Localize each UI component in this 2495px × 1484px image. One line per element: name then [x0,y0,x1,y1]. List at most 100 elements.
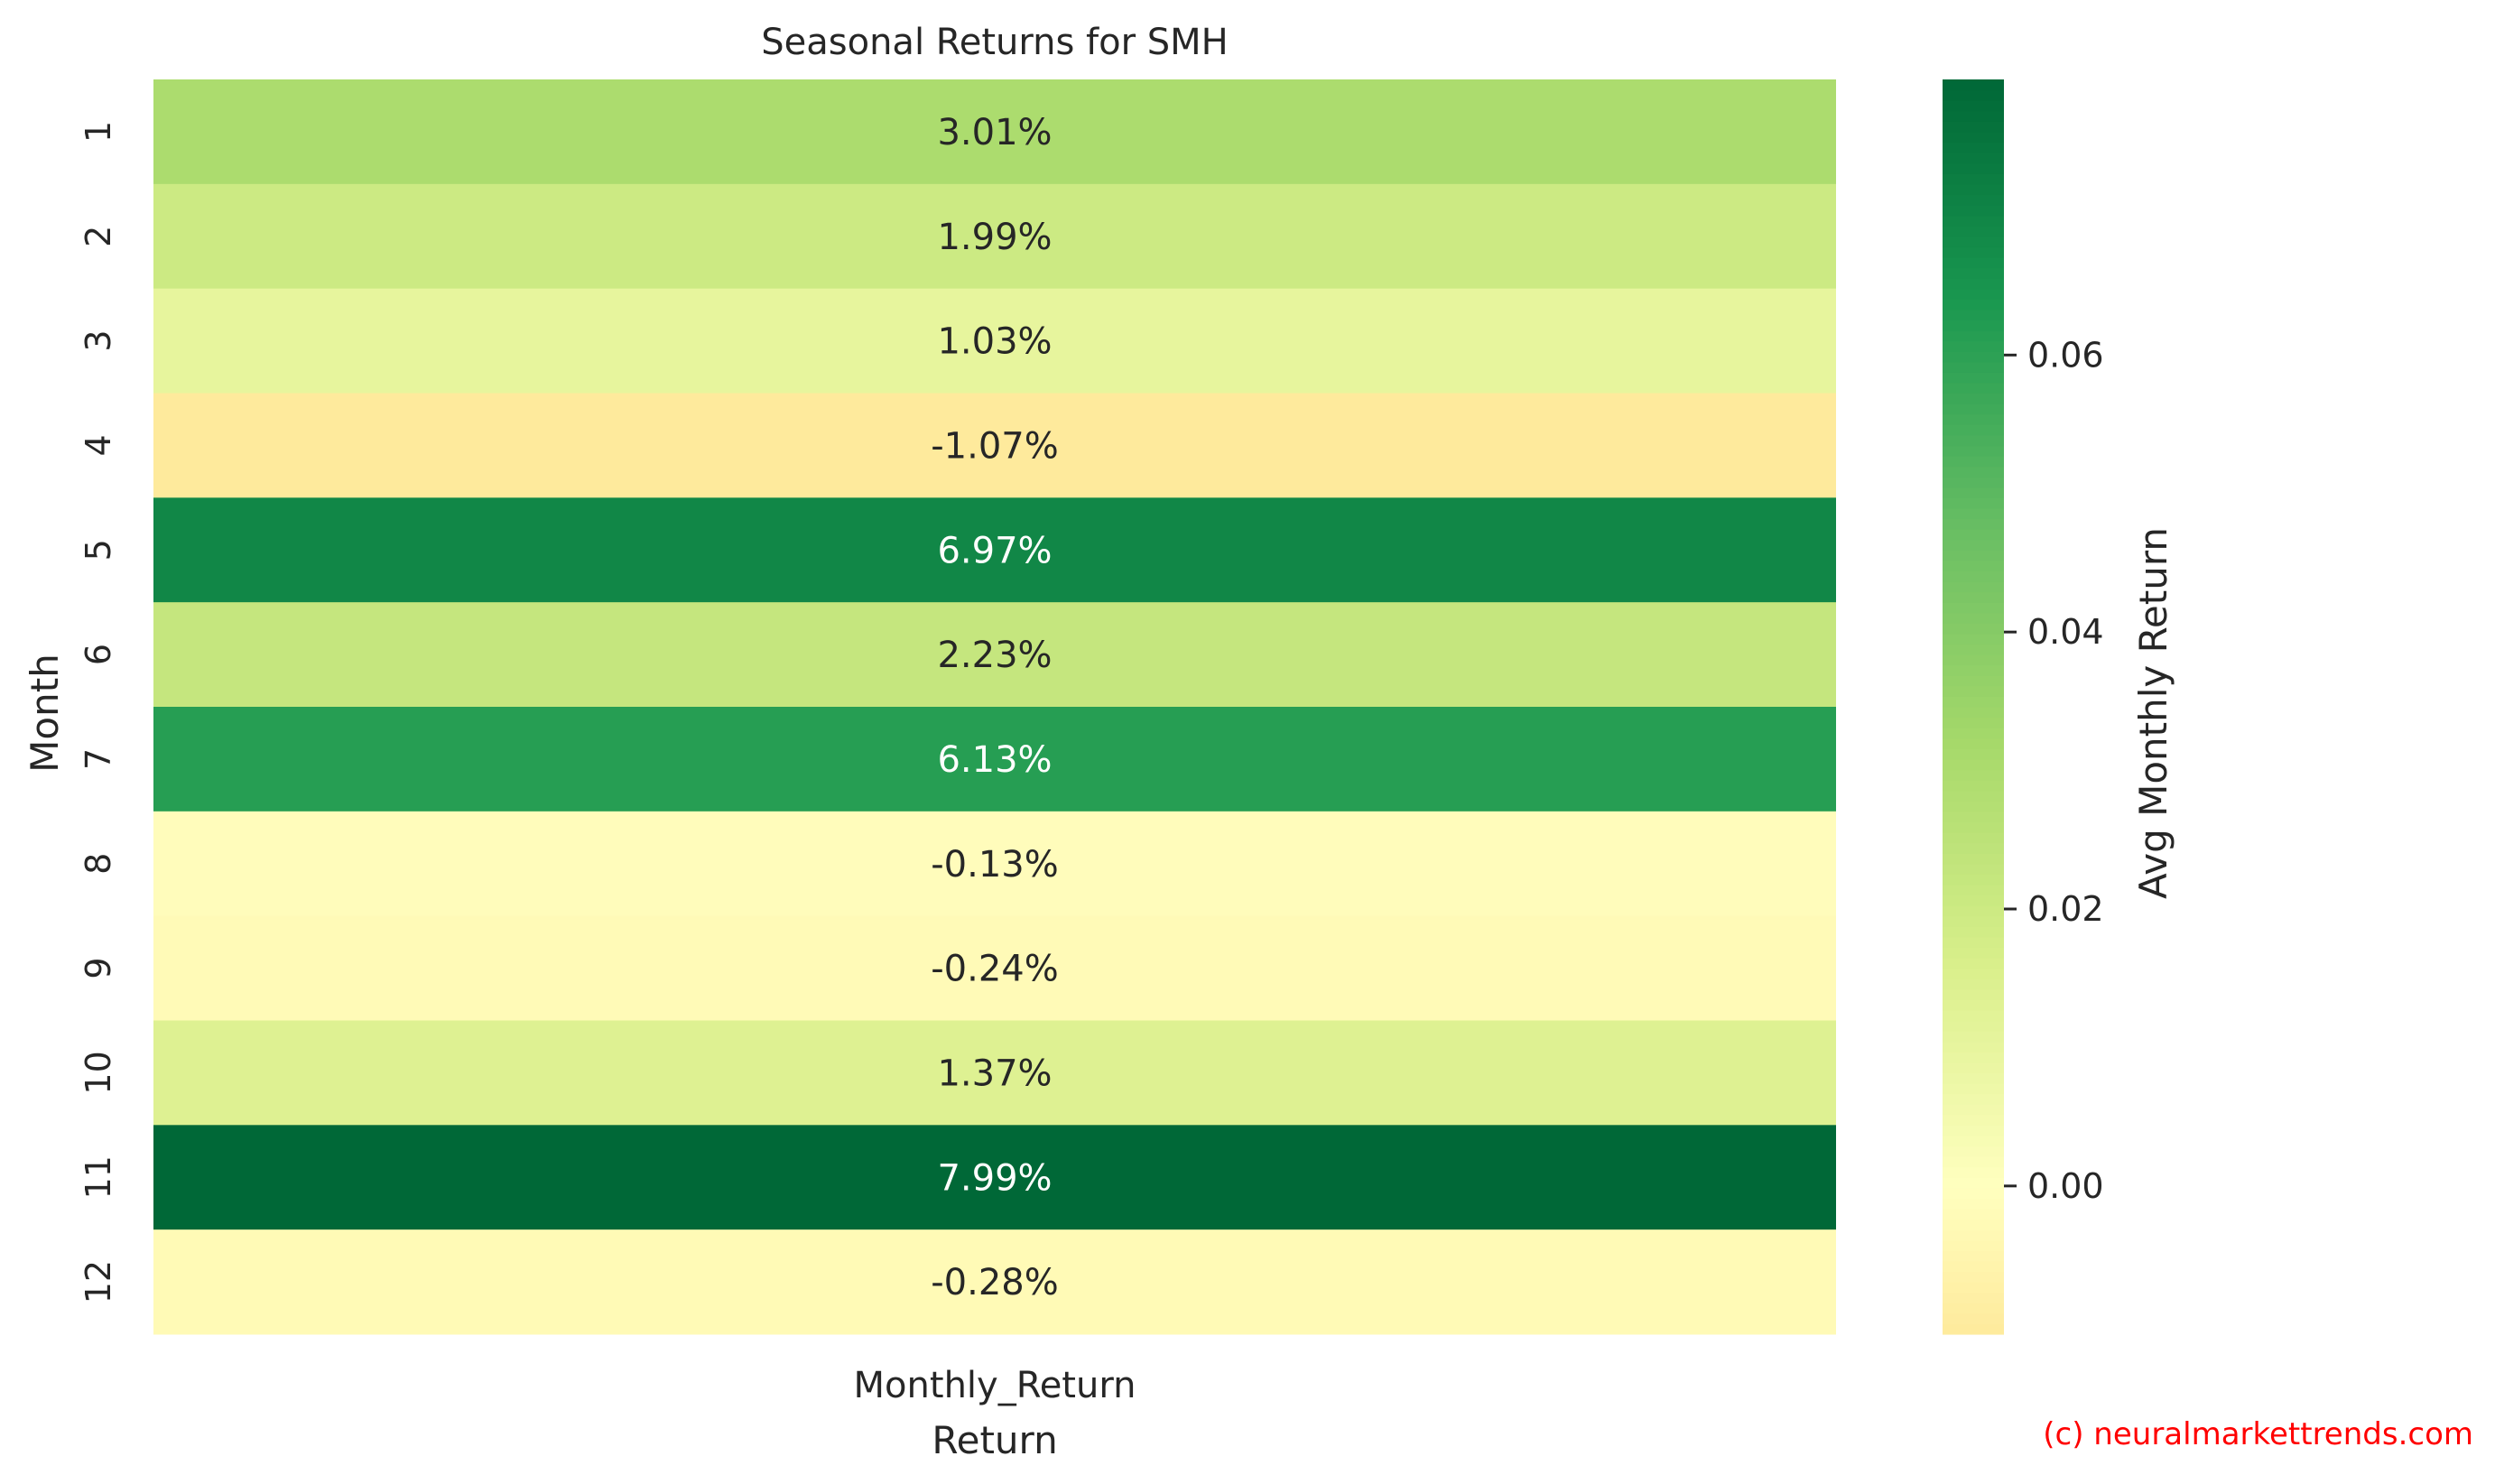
colorbar-segment [1943,560,2004,572]
colorbar-segment [1943,413,2004,425]
colorbar-segment [1943,1260,2004,1273]
colorbar-segment [1943,1041,2004,1053]
heatmap-cell-month-7 [153,707,1836,812]
y-tick-label-6: 6 [79,644,118,665]
heatmap-cell-month-10 [153,1020,1836,1126]
colorbar-segment [1943,278,2004,290]
colorbar-tick-label: 0.06 [2027,335,2104,375]
colorbar-segment [1943,340,2004,352]
colorbar-segment [1943,183,2004,196]
colorbar-segment [1943,162,2004,174]
y-tick-label-2: 2 [79,226,118,247]
heatmap-cells: 3.01% 1.99% 1.03% -1.07% 6.97% 2.23% 6.13% -0.1… [153,79,1836,1335]
colorbar-segment [1943,1282,2004,1294]
heatmap-cell-month-9 [153,915,1836,1021]
cell-annotation-month-10: 1.37% [937,1053,1052,1094]
cell-annotation-month-4: -1.07% [931,425,1059,467]
chart-title: Seasonal Returns for SMH [761,22,1229,63]
colorbar-tick-label: 0.00 [2027,1166,2104,1206]
heatmap-cell-month-5 [153,497,1836,603]
colorbar-segment [1943,1292,2004,1303]
colorbar-segment [1943,153,2004,164]
y-tick-label-10: 10 [79,1051,118,1094]
colorbar: 0.00 0.02 0.04 0.06 [1943,79,2104,1335]
colorbar-segment [1943,100,2004,112]
y-tick-label-3: 3 [79,329,118,351]
cell-annotation-month-11: 7.99% [937,1157,1052,1199]
colorbar-segment [1943,1020,2004,1032]
colorbar-segment [1943,487,2004,498]
colorbar-segment [1943,1229,2004,1241]
cell-annotation-month-1: 3.01% [937,112,1052,153]
colorbar-segment [1943,1114,2004,1126]
cell-annotation-month-9: -0.24% [931,949,1059,990]
colorbar-segment [1943,979,2004,990]
colorbar-segment [1943,1250,2004,1262]
colorbar-segment [1943,905,2004,917]
colorbar-segment [1943,445,2004,457]
x-tick-label: Monthly_Return [854,1365,1136,1406]
colorbar-segment [1943,236,2004,247]
colorbar-segment [1943,988,2004,1000]
colorbar-segment [1943,1239,2004,1251]
cell-annotation-month-5: 6.97% [937,530,1052,571]
colorbar-segment [1943,863,2004,875]
y-tick-label-4: 4 [79,434,118,456]
colorbar-segment [1943,853,2004,865]
colorbar-segment [1943,131,2004,144]
colorbar-segment [1943,1009,2004,1022]
colorbar-segment [1943,675,2004,687]
colorbar-segment [1943,507,2004,520]
colorbar-segment [1943,958,2004,969]
colorbar-segment [1943,466,2004,478]
y-tick-label-11: 11 [79,1155,118,1199]
colorbar-segment [1943,1083,2004,1095]
colorbar-segment [1943,685,2004,698]
colorbar-segment [1943,915,2004,927]
heatmap-cell-month-3 [153,288,1836,394]
colorbar-segment [1943,550,2004,561]
heatmap-cell-month-2 [153,183,1836,290]
colorbar-segment [1943,1135,2004,1147]
colorbar-segment [1943,330,2004,342]
colorbar-segment [1943,497,2004,509]
colorbar-segment [1943,79,2004,91]
colorbar-segment [1943,1271,2004,1283]
colorbar-segment [1943,623,2004,635]
colorbar-segment [1943,424,2004,436]
x-axis-label: Return [932,1418,1057,1462]
colorbar-segment [1943,999,2004,1011]
colorbar-segment [1943,696,2004,708]
colorbar-segment [1943,173,2004,185]
heatmap-cell-month-4 [153,393,1836,498]
colorbar-segment [1943,529,2004,541]
colorbar-segment [1943,707,2004,719]
y-axis-label: Month [23,654,67,773]
heatmap-cell-month-8 [153,811,1836,917]
colorbar-segment [1943,194,2004,206]
colorbar-segment [1943,1052,2004,1063]
y-tick-label-9: 9 [79,957,118,979]
colorbar-segment [1943,612,2004,624]
colorbar-segment [1943,382,2004,394]
colorbar-segment [1943,1303,2004,1314]
colorbar-segment [1943,801,2004,812]
colorbar-segment [1943,539,2004,551]
colorbar-segment [1943,926,2004,938]
colorbar-segment [1943,654,2004,666]
colorbar-segment [1943,874,2004,886]
y-tick-label-7: 7 [79,748,118,770]
colorbar-segment [1943,1104,2004,1116]
colorbar-segment [1943,1219,2004,1230]
colorbar-segment [1943,351,2004,363]
colorbar-segment [1943,811,2004,823]
watermark: (c) neuralmarkettrends.com [2043,1416,2473,1452]
colorbar-segment [1943,1031,2004,1043]
colorbar-segment [1943,89,2004,101]
colorbar-segment [1943,602,2004,614]
colorbar-segment [1943,246,2004,258]
cell-annotation-month-3: 1.03% [937,321,1052,363]
heatmap-cell-month-1 [153,79,1836,185]
colorbar-segment [1943,205,2004,217]
